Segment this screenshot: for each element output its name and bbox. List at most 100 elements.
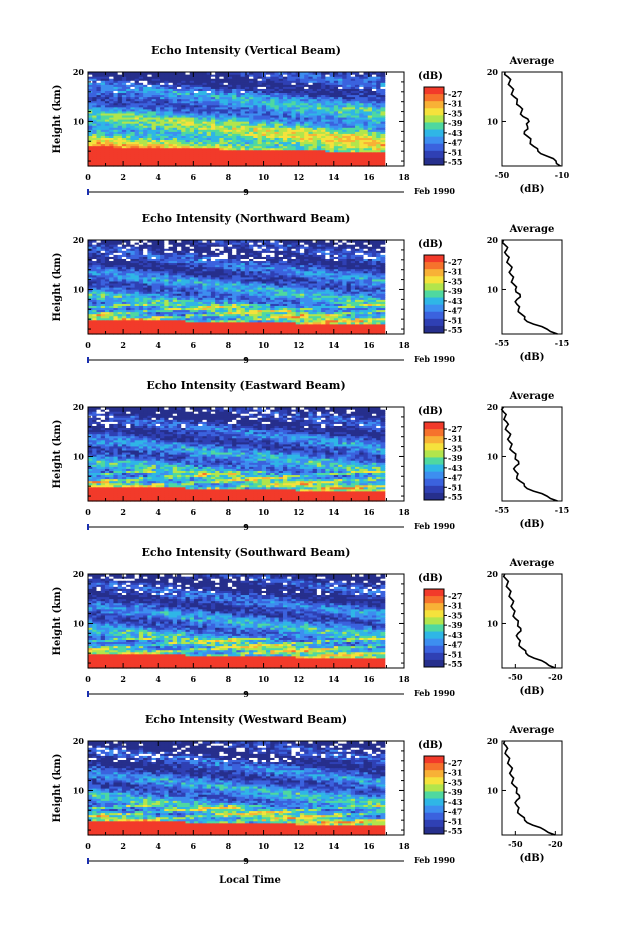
heatmap-cell [312,303,318,306]
heatmap-cell [168,80,174,83]
heatmap-cell [223,325,229,329]
heatmap-cell [287,317,293,321]
heatmap-cell [376,86,382,89]
heatmap-cell [371,98,377,102]
heatmap-cell [189,137,195,141]
heatmap-cells [88,240,386,335]
heatmap-cell [168,131,174,134]
heatmap-cell [181,114,187,118]
heatmap-cell [164,145,170,149]
heatmap-cell [329,321,335,325]
heatmap-cell [215,125,220,128]
heatmap-cell [227,149,233,153]
heatmap-cell [278,80,284,83]
heatmap-cell [304,112,309,116]
heatmap-cell [227,106,233,110]
heatmap-cell [325,311,331,315]
heatmap-cell [96,307,102,311]
heatmap-cell [181,321,187,325]
heatmap-cell [138,121,144,124]
heatmap-cell [143,90,148,94]
heatmap-cell [287,100,293,104]
heatmap-cell [376,90,382,94]
heatmap-cell [253,137,259,141]
heatmap-cell [325,125,331,128]
heatmap-cell [350,86,356,89]
heatmap-cell [113,98,119,102]
heatmap-cell [172,299,178,302]
heatmap-cell [308,125,314,128]
heatmap-cell [371,114,377,118]
heatmap-cell [304,72,309,75]
heatmap-cell [261,125,267,128]
heatmap-cell [104,145,110,149]
heatmap-cell [92,125,98,128]
heatmap-cell [299,74,305,77]
heatmap-cell [88,145,93,149]
heatmap-cell [219,157,225,161]
heatmap-cell [219,100,225,104]
heatmap-cell [261,149,267,153]
heatmap-cell [380,321,386,325]
heatmap-cell [193,153,199,157]
heatmap-cell [291,139,297,143]
heatmap-cell [329,110,335,114]
heatmap-cell [100,94,106,98]
heatmap-cell [274,125,280,128]
heatmap-cell [287,114,293,118]
heatmap-cell [113,331,119,335]
heatmap-cell [321,319,326,323]
heatmap-cell [329,303,335,306]
heatmap-cell [134,161,140,165]
heatmap-cell [130,94,136,98]
heatmap-cell [312,161,318,165]
heatmap-cell [350,299,356,302]
heatmap-cell [329,112,335,116]
heatmap-cell [240,94,246,98]
heatmap-cell [342,309,348,313]
heatmap-cell [359,139,365,143]
heatmap-cell [266,116,271,120]
heatmap-cell [100,329,106,333]
heatmap-cell [278,303,284,306]
heatmap-cell [181,327,187,331]
heatmap-cell [206,110,212,114]
heatmap-cell [236,163,242,167]
heatmap-cell [109,80,115,83]
heatmap-cell [117,80,123,83]
heatmap-cell [181,307,187,311]
heatmap-cell [371,293,377,296]
heatmap-cell [346,287,352,290]
heatmap-cell [257,329,263,333]
heatmap-cell [312,323,318,327]
heatmap-cell [185,147,191,151]
heatmap-cell [278,305,284,309]
heatmap-cell [367,295,373,298]
heatmap-cell [350,329,356,333]
heatmap-cell [346,147,352,151]
heatmap-cell [168,155,174,159]
heatmap-cell [350,108,356,112]
heatmap-cell [198,135,204,138]
heatmap-cell [113,100,119,104]
heatmap-cell [121,319,127,323]
heatmap-cell [113,129,119,132]
heatmap-cell [88,133,93,136]
heatmap-cell [193,303,199,306]
heatmap-cell [189,284,195,288]
heatmap-cell [312,96,318,100]
heatmap-cell [244,94,250,98]
heatmap-cell [355,321,360,325]
heatmap-cell [198,76,204,79]
heatmap-cell [227,94,233,98]
heatmap-cell [363,76,369,79]
heatmap-cell [304,293,309,296]
heatmap-cell [355,153,360,157]
heatmap-cell [88,84,93,87]
heatmap-cell [109,163,115,167]
heatmap-cell [198,163,204,167]
heatmap-cell [151,125,157,128]
heatmap-cell [215,131,220,134]
heatmap-cell [193,86,199,89]
heatmap-cell [189,325,195,329]
